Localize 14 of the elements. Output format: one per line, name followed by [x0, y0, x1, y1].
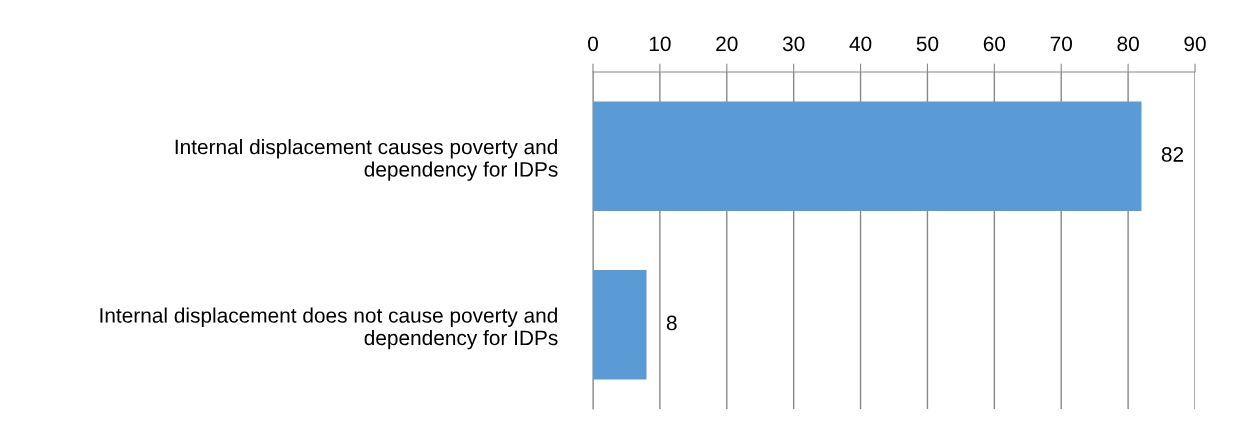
x-tick-label: 20 [716, 36, 738, 52]
y-tick-label: Internal displacement does not cause poverty and dependency for IDPs [100, 307, 558, 350]
x-tick-label: 40 [849, 36, 872, 52]
x-tick-label: 10 [649, 36, 671, 52]
x-tick-label: 90 [1184, 36, 1206, 52]
x-tick-label: 70 [1050, 36, 1072, 52]
y-tick-label: Internal displacement causes poverty and dependency for IDPs [175, 138, 558, 181]
x-tick-label: 30 [782, 36, 805, 52]
data-label: 8 [666, 315, 677, 331]
x-tick-label: 0 [588, 36, 598, 52]
x-tick-label: 80 [1117, 36, 1139, 52]
x-tick-label: 60 [983, 36, 1006, 52]
data-label: 82 [1161, 147, 1184, 162]
x-tick-label: 50 [916, 36, 939, 52]
